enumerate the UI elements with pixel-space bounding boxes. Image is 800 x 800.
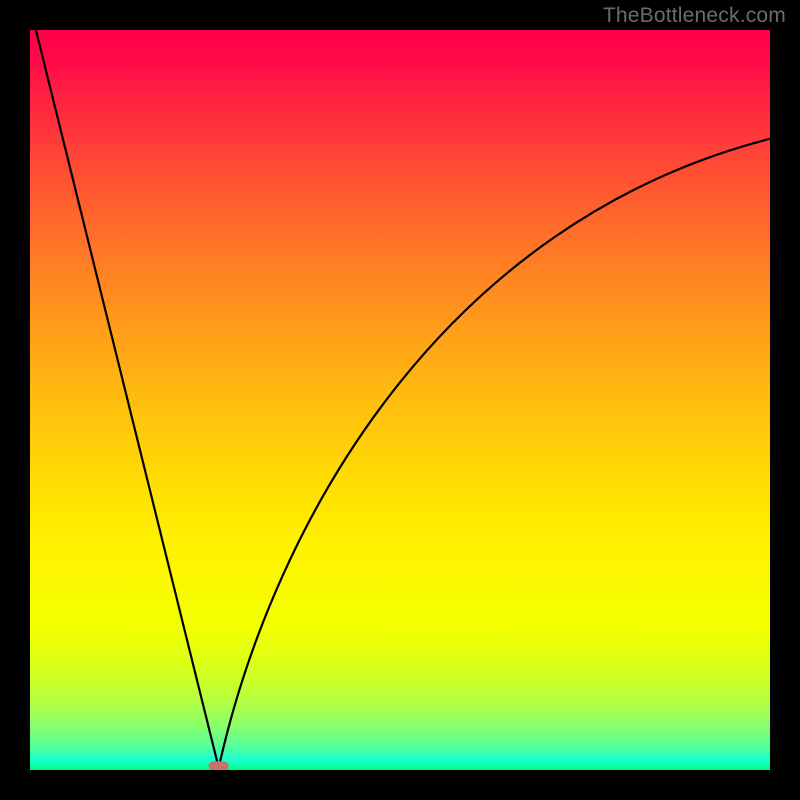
plot-area: [30, 30, 770, 770]
bottleneck-curve: [30, 30, 770, 770]
watermark-text: TheBottleneck.com: [603, 4, 786, 28]
cusp-marker: [208, 761, 229, 770]
canvas-root: TheBottleneck.com: [0, 0, 800, 800]
